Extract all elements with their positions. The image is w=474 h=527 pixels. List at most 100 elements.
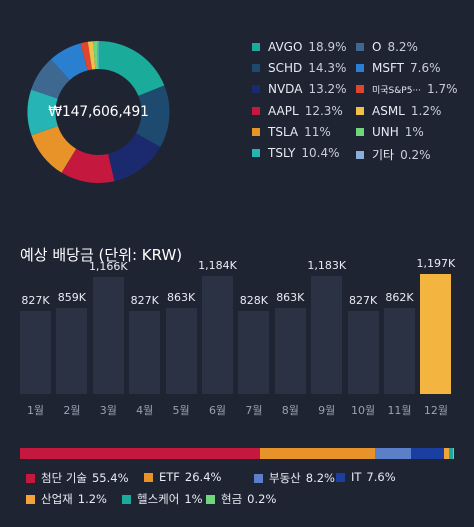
dividend-bar-value-6: 1,184K (198, 258, 237, 272)
legend-name: AAPL (268, 103, 299, 118)
dividend-bar-value-8: 863K (276, 290, 305, 304)
sector-legend-item-5[interactable]: 헬스케어 1% (122, 491, 203, 507)
dividend-bar-3[interactable] (92, 277, 124, 394)
legend-name: UNH (372, 124, 399, 139)
legend-percent: 13.2% (308, 82, 347, 97)
legend-item-0[interactable]: AVGO 18.9% (252, 40, 347, 54)
dividend-bar-value-12: 1,197K (416, 257, 456, 271)
legend-name: ASML (372, 103, 405, 118)
legend-name: 미국S&P5··· (372, 85, 422, 96)
sector-percent: 8.2% (305, 471, 335, 485)
month-label-4: 4월 (136, 404, 154, 417)
dividend-bar-7[interactable] (238, 311, 270, 394)
donut-slice-5[interactable] (27, 89, 58, 136)
dividend-bar-value-10: 827K (348, 294, 378, 308)
sector-swatch (336, 472, 345, 482)
dividend-bar-5[interactable] (165, 307, 197, 394)
dividend-bar-8[interactable] (274, 307, 306, 394)
legend-item-6[interactable]: O 8.2% (356, 40, 418, 54)
sector-segment-6[interactable] (453, 448, 454, 459)
dividend-bar-4[interactable] (129, 311, 161, 394)
legend-item-10[interactable]: UNH 1% (356, 125, 424, 139)
legend-item-5[interactable]: TSLY 10.4% (252, 146, 340, 160)
sector-legend-item-1[interactable]: ETF 26.4% (144, 470, 221, 484)
donut-slice-4[interactable] (31, 126, 77, 173)
portfolio-donut-chart[interactable]: ₩147,606,491 (26, 36, 171, 188)
month-label-1: 1월 (26, 404, 45, 417)
sector-segment-2[interactable] (374, 448, 411, 459)
legend-item-2[interactable]: NVDA 13.2% (252, 82, 347, 96)
sector-percent: 26.4% (184, 470, 222, 484)
legend-percent: 8.2% (387, 40, 418, 54)
dividend-bar-2[interactable] (56, 308, 88, 394)
legend-swatch (356, 64, 364, 73)
dividend-section-title: 예상 배당금 (단위: KRW) (20, 246, 183, 264)
legend-percent: 1.2% (410, 103, 442, 118)
legend-swatch (252, 85, 260, 94)
dividend-bar-1[interactable] (20, 311, 51, 394)
dividend-bar-6[interactable] (202, 275, 233, 394)
sector-percent: 1.2% (77, 492, 107, 506)
legend-percent: 1.7% (427, 82, 458, 97)
donut-slice-1[interactable] (135, 85, 170, 147)
legend-percent: 10.4% (301, 146, 340, 160)
dividend-bar-12[interactable] (420, 274, 452, 394)
sector-segment-0[interactable] (20, 448, 261, 459)
dividend-bar-10[interactable] (347, 311, 379, 394)
legend-name: 기타 (372, 148, 395, 162)
donut-slice-9[interactable] (87, 41, 96, 70)
donut-slice-8[interactable] (80, 41, 93, 71)
sector-label: 부동산 (269, 471, 301, 485)
sector-legend-item-2[interactable]: 부동산 8.2% (254, 470, 335, 486)
legend-swatch (252, 43, 260, 51)
legend-item-9[interactable]: ASML 1.2% (356, 104, 441, 118)
month-label-12: 12월 (423, 404, 448, 417)
sector-legend-item-0[interactable]: 첨단 기술 55.4% (26, 470, 129, 486)
legend-percent: 11% (304, 124, 331, 139)
legend-item-4[interactable]: TSLA 11% (252, 125, 331, 139)
sector-segment-1[interactable] (260, 448, 375, 459)
donut-slice-7[interactable] (50, 43, 88, 81)
donut-slice-3[interactable] (61, 148, 115, 183)
sector-swatch (26, 494, 35, 504)
sector-segment-3[interactable] (410, 448, 444, 459)
legend-percent: 14.3% (308, 61, 347, 76)
sector-label: IT (351, 470, 362, 484)
sector-legend-item-3[interactable]: IT 7.6% (336, 470, 396, 484)
legend-item-1[interactable]: SCHD 14.3% (252, 61, 346, 75)
legend-percent: 12.3% (304, 103, 343, 118)
dividend-bar-11[interactable] (384, 307, 415, 394)
dividend-bar-9[interactable] (311, 275, 343, 394)
sector-legend-item-6[interactable]: 현금 0.2% (206, 491, 276, 507)
month-label-2: 2월 (63, 404, 81, 417)
portfolio-total-value: ₩147,606,491 (48, 104, 149, 120)
donut-slice-10[interactable] (93, 41, 98, 70)
sector-legend-item-4[interactable]: 산업재 1.2% (26, 491, 107, 507)
sector-stacked-bar (20, 448, 454, 459)
dividend-bar-value-7: 828K (239, 294, 268, 308)
legend-swatch (356, 150, 364, 159)
legend-name: MSFT (372, 61, 404, 76)
legend-percent: 7.6% (410, 61, 441, 76)
legend-item-7[interactable]: MSFT 7.6% (356, 61, 441, 75)
sector-segment-5[interactable] (448, 448, 454, 459)
month-label-11: 11월 (387, 404, 412, 417)
sector-swatch (254, 473, 263, 483)
month-label-8: 8월 (281, 404, 299, 417)
sector-segment-4[interactable] (443, 448, 449, 459)
legend-name: SCHD (268, 61, 303, 76)
donut-slice-0[interactable] (98, 41, 165, 96)
legend-swatch (356, 106, 364, 115)
donut-slice-2[interactable] (108, 133, 161, 182)
legend-item-8[interactable]: 미국S&P5··· 1.7% (356, 82, 458, 96)
dividend-bar-value-4: 827K (130, 294, 159, 308)
donut-slice-11[interactable] (97, 41, 99, 70)
donut-slice-6[interactable] (31, 59, 70, 99)
month-label-9: 9월 (318, 404, 336, 417)
sector-swatch (144, 472, 153, 482)
month-label-5: 5월 (172, 404, 190, 417)
sector-label: ETF (159, 470, 180, 484)
dividend-bar-value-1: 827K (21, 294, 50, 308)
legend-item-3[interactable]: AAPL 12.3% (252, 104, 343, 118)
legend-item-11[interactable]: 기타 0.2% (356, 146, 431, 163)
